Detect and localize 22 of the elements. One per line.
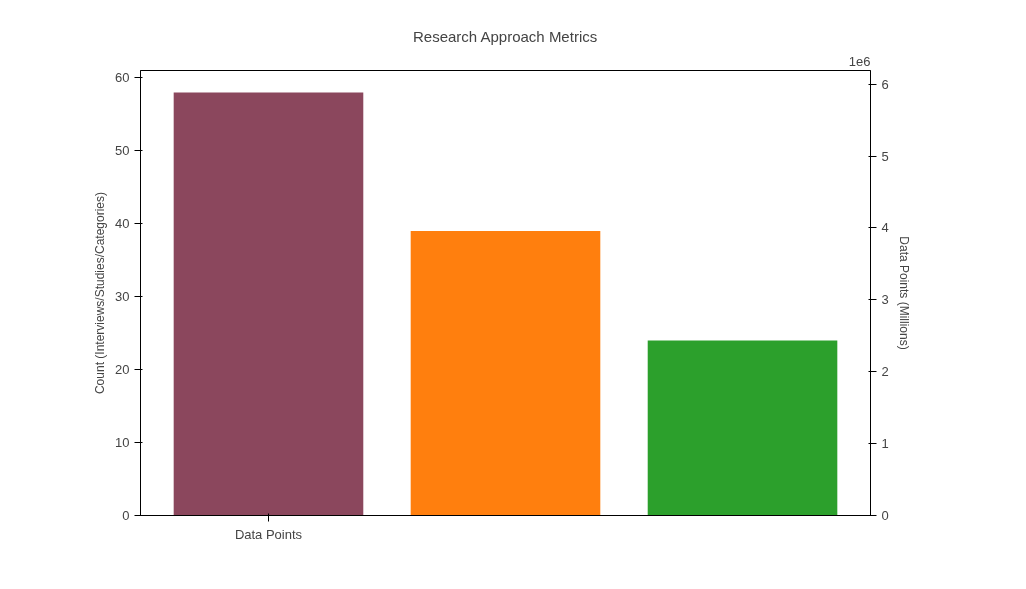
y2-tick-label: 2 bbox=[881, 364, 889, 380]
y2-axis-title: Data Points (Millions) bbox=[896, 236, 911, 350]
y2-tick-label: 6 bbox=[881, 76, 889, 92]
y-tick-label: 50 bbox=[115, 143, 130, 159]
text: 1e6 bbox=[848, 53, 871, 69]
y-tick-label: 30 bbox=[115, 289, 130, 305]
y-tick-label: 40 bbox=[115, 216, 130, 232]
y2-tick-label: 4 bbox=[881, 220, 889, 236]
chart-title: Research Approach Metrics bbox=[412, 27, 598, 45]
y2-tick-label: 3 bbox=[881, 292, 889, 308]
y-tick-label: 60 bbox=[115, 70, 130, 86]
x-tick-label: Data Points bbox=[234, 526, 303, 542]
y-axis-title: Count (Interviews/Studies/Categories) bbox=[93, 191, 108, 395]
y-tick-label: 0 bbox=[122, 508, 130, 523]
y2-tick-label: 5 bbox=[881, 148, 889, 164]
y-tick-label: 10 bbox=[115, 435, 130, 451]
y2-tick-label: 0 bbox=[881, 508, 889, 523]
y-tick-label: 20 bbox=[115, 362, 130, 378]
bar bbox=[647, 340, 838, 516]
y2-tick-label: 1 bbox=[881, 436, 889, 452]
bar bbox=[173, 92, 364, 516]
bar bbox=[410, 230, 601, 516]
